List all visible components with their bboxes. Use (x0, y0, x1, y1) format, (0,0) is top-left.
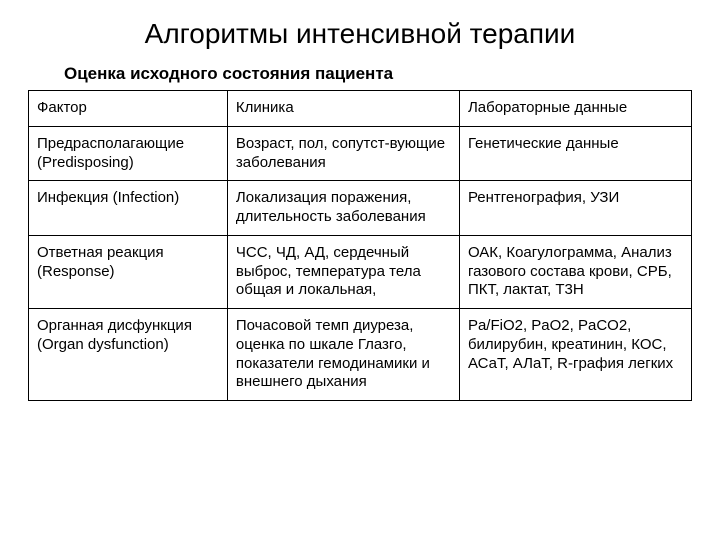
table-row: Ответная реакция (Response) ЧСС, ЧД, АД,… (29, 235, 692, 308)
assessment-table: Фактор Клиника Лабораторные данные Предр… (28, 90, 692, 401)
table-cell: ЧСС, ЧД, АД, сердечный выброс, температу… (227, 235, 459, 308)
table-cell: Ответная реакция (Response) (29, 235, 228, 308)
table-header-cell: Лабораторные данные (459, 91, 691, 127)
table-cell: Предрасполагающие (Predisposing) (29, 126, 228, 181)
subtitle: Оценка исходного состояния пациента (64, 64, 692, 84)
table-header-cell: Фактор (29, 91, 228, 127)
table-cell: Инфекция (Infection) (29, 181, 228, 236)
table-cell: Возраст, пол, сопутст-вующие заболевания (227, 126, 459, 181)
table-cell: ОАК, Коагулограмма, Анализ газового сост… (459, 235, 691, 308)
table-cell: Локализация поражения, длительность забо… (227, 181, 459, 236)
page-title: Алгоритмы интенсивной терапии (28, 18, 692, 50)
table-row: Инфекция (Infection) Локализация поражен… (29, 181, 692, 236)
table-cell: Органная дисфункция (Organ dysfunction) (29, 309, 228, 401)
table-cell: Рентгенография, УЗИ (459, 181, 691, 236)
table-cell: Pa/FiO2, PaO2, PaCO2, билирубин, креатин… (459, 309, 691, 401)
table-header-cell: Клиника (227, 91, 459, 127)
table-header-row: Фактор Клиника Лабораторные данные (29, 91, 692, 127)
table-cell: Почасовой темп диуреза, оценка по шкале … (227, 309, 459, 401)
slide: Алгоритмы интенсивной терапии Оценка исх… (0, 0, 720, 540)
table-cell: Генетические данные (459, 126, 691, 181)
table-row: Органная дисфункция (Organ dysfunction) … (29, 309, 692, 401)
table-row: Предрасполагающие (Predisposing) Возраст… (29, 126, 692, 181)
